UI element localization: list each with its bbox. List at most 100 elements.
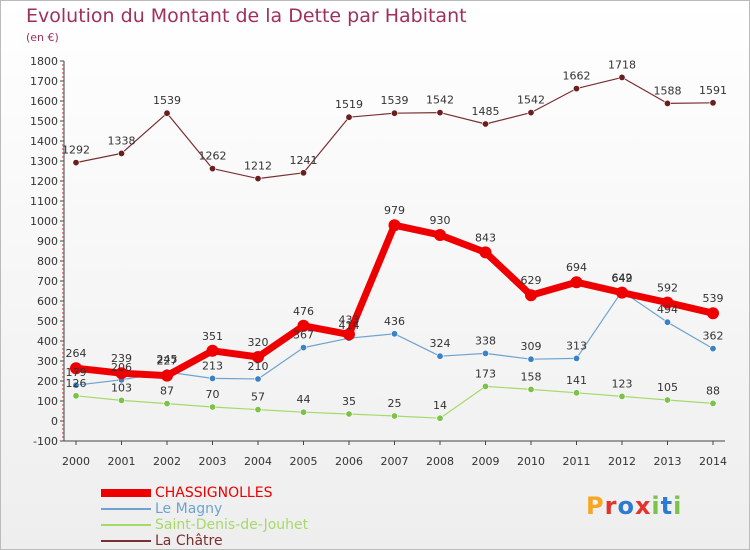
data-label: 210 (248, 360, 269, 373)
data-label: 592 (657, 282, 678, 295)
y-tick-label: 1500 (30, 115, 58, 128)
x-tick-label: 2001 (108, 455, 136, 468)
legend-swatch (101, 489, 151, 497)
data-label: 126 (66, 377, 87, 390)
data-label: 324 (430, 337, 451, 350)
logo-letter: t (660, 492, 674, 520)
data-label: 179 (66, 366, 87, 379)
data-label: 642 (612, 272, 633, 285)
data-point (709, 345, 717, 353)
logo-letter: o (617, 492, 635, 520)
data-point (72, 381, 80, 389)
data-point (299, 169, 307, 177)
data-label: 629 (521, 274, 542, 287)
y-tick-label: 1300 (30, 155, 58, 168)
data-point (527, 385, 535, 393)
data-label: 1662 (563, 70, 591, 83)
y-tick-label: 0 (51, 415, 58, 428)
data-label: 123 (612, 377, 633, 390)
x-tick-label: 2011 (563, 455, 591, 468)
data-label: 979 (384, 204, 405, 217)
data-label: 1262 (199, 150, 227, 163)
data-label: 1718 (608, 58, 636, 71)
y-tick-label: 900 (37, 235, 58, 248)
data-point (436, 109, 444, 117)
data-label: 843 (475, 231, 496, 244)
data-point (479, 246, 492, 259)
data-label: 476 (293, 305, 314, 318)
series-le-magny (72, 287, 717, 389)
legend-label: Saint-Denis-de-Jouhet (155, 517, 309, 533)
data-label: 14 (433, 399, 447, 412)
data-label: 1338 (108, 134, 136, 147)
data-label: 1519 (335, 98, 363, 111)
data-point (345, 410, 353, 418)
data-labels-layer: 1292 1338 1539 1262 1212 1241 1519 1539 1542 1485… (62, 58, 727, 412)
data-point (707, 307, 719, 320)
legend-item-le-magny: Le Magny (101, 501, 308, 517)
x-tick-label: 2003 (199, 455, 227, 468)
data-point (254, 175, 262, 183)
data-label: 173 (475, 367, 496, 380)
data-point (161, 369, 173, 382)
data-label: 1212 (244, 160, 272, 173)
data-point (252, 351, 264, 363)
data-point (572, 354, 580, 362)
y-tick-label: 100 (37, 395, 58, 408)
data-point (481, 349, 489, 357)
data-point (390, 412, 398, 420)
data-label: 351 (202, 330, 223, 343)
legend-item-la-chatre: La Châtre (101, 533, 308, 549)
chart-title: Evolution du Montant de la Dette par Hab… (26, 5, 467, 27)
unit-label: (en €) (26, 31, 59, 44)
data-point (436, 352, 444, 360)
x-tick-label: 2005 (290, 455, 318, 468)
data-point (299, 344, 307, 352)
x-tick-label: 2000 (62, 455, 90, 468)
legend-label: La Châtre (155, 533, 223, 549)
data-point (297, 319, 310, 332)
x-tick-label: 2013 (654, 455, 682, 468)
data-label: 1591 (699, 84, 727, 97)
data-label: 44 (297, 393, 311, 406)
data-point (481, 382, 489, 390)
data-point (663, 396, 671, 404)
data-label: 433 (339, 313, 360, 326)
data-label: 87 (160, 385, 174, 398)
y-tick-label: -100 (33, 435, 58, 448)
data-label: 436 (384, 315, 405, 328)
proxiti-logo[interactable]: Proxiti (586, 492, 682, 520)
data-label: 264 (66, 347, 87, 360)
data-label: 362 (703, 330, 724, 343)
series-chassignolles (70, 219, 719, 382)
data-label: 158 (521, 370, 542, 383)
x-tick-label: 2009 (472, 455, 500, 468)
series-saint-denis-de-jouhet (72, 382, 717, 422)
x-tick-label: 2004 (244, 455, 272, 468)
data-label: 1241 (290, 154, 318, 167)
data-label: 227 (157, 355, 178, 368)
data-point (388, 219, 401, 232)
data-label: 25 (388, 397, 402, 410)
data-label: 1485 (472, 105, 500, 118)
y-tick-label: 200 (37, 375, 58, 388)
data-point (343, 328, 355, 341)
data-point (434, 229, 446, 241)
x-tick-label: 2008 (426, 455, 454, 468)
data-label: 213 (202, 359, 223, 372)
logo-letter: x (634, 492, 652, 520)
data-point (481, 120, 489, 128)
y-tick-label: 700 (37, 275, 58, 288)
data-label: 309 (521, 340, 542, 353)
y-tick-label: 600 (37, 295, 58, 308)
data-label: 1542 (517, 94, 545, 107)
data-label: 206 (111, 361, 132, 374)
data-point (118, 149, 126, 157)
data-label: 245 (157, 353, 178, 366)
data-point (206, 344, 219, 357)
data-point (527, 355, 535, 363)
data-label: 57 (251, 391, 265, 404)
data-point (570, 276, 583, 289)
